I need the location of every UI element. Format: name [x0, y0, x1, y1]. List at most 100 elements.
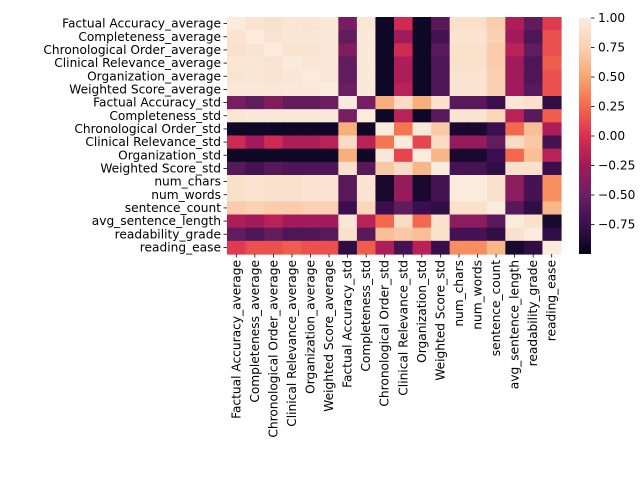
heatmap-cell	[505, 69, 525, 84]
heatmap-cell	[505, 227, 525, 242]
heatmap-cell	[319, 188, 339, 202]
heatmap-cell	[412, 201, 432, 216]
heatmap-cell	[542, 135, 562, 150]
column-label: Organization_average	[304, 260, 318, 394]
heatmap-cell	[245, 135, 265, 150]
axis-ticks	[223, 23, 553, 258]
heatmap-cell	[486, 96, 506, 110]
heatmap-cell	[338, 69, 358, 84]
heatmap-cell	[412, 161, 432, 176]
heatmap-cell	[264, 227, 284, 242]
heatmap-cell	[301, 240, 321, 255]
colorbar-tick-label: 0.50	[598, 70, 625, 84]
heatmap-cell	[449, 69, 469, 84]
heatmap-cell	[319, 214, 339, 229]
heatmap-cell	[449, 43, 469, 58]
heatmap-cell	[356, 148, 377, 163]
row-label: Organization_average	[87, 69, 221, 83]
column-label: Weighted Score_average	[322, 260, 336, 412]
heatmap-cell	[449, 30, 469, 44]
heatmap-cell	[356, 175, 377, 189]
heatmap-cell	[505, 201, 525, 216]
heatmap-cell	[394, 96, 414, 110]
heatmap-cell	[523, 17, 544, 31]
heatmap-cell	[245, 161, 265, 176]
heatmap-cell	[431, 56, 451, 71]
heatmap-cell	[523, 96, 544, 110]
colorbar-tick-label: 0.25	[598, 100, 625, 114]
column-label: reading_ease	[545, 260, 559, 341]
heatmap-cell	[227, 122, 247, 137]
row-label: Clinical Relevance_average	[54, 56, 221, 70]
heatmap-cell	[523, 201, 544, 216]
heatmap-cell	[523, 175, 544, 189]
heatmap-cell	[412, 17, 432, 31]
heatmap-cell	[375, 201, 395, 216]
heatmap-cell	[468, 109, 488, 123]
heatmap-cell	[301, 96, 321, 110]
heatmap-cell	[264, 30, 284, 44]
heatmap-cell	[338, 214, 358, 229]
heatmap-cell	[431, 109, 451, 123]
heatmap-cell	[523, 214, 544, 229]
heatmap-cell	[282, 227, 302, 242]
heatmap-cell	[301, 214, 321, 229]
heatmap-cell	[468, 135, 488, 150]
heatmap-cell	[282, 82, 302, 97]
heatmap-cell	[412, 214, 432, 229]
heatmap-cell	[356, 122, 377, 137]
heatmap-cell	[338, 56, 358, 71]
heatmap-cell	[449, 188, 469, 202]
heatmap-cell	[468, 43, 488, 58]
heatmap-cell	[245, 30, 265, 44]
heatmap-cell	[394, 56, 414, 71]
heatmap-cell	[468, 148, 488, 163]
heatmap-cell	[431, 69, 451, 84]
heatmap-cell	[264, 82, 284, 97]
heatmap-cell	[394, 109, 414, 123]
heatmap-cell	[449, 201, 469, 216]
heatmap-cell	[301, 82, 321, 97]
heatmap-cell	[356, 135, 377, 150]
heatmap-cell	[505, 135, 525, 150]
heatmap-cell	[375, 188, 395, 202]
heatmap-cell	[486, 161, 506, 176]
heatmap-cell	[227, 82, 247, 97]
heatmap-cell	[449, 135, 469, 150]
heatmap-cell	[486, 240, 506, 255]
heatmap-cell	[375, 240, 395, 255]
heatmap-cell	[264, 135, 284, 150]
heatmap-cell	[227, 175, 247, 189]
row-label: Chronological Order_std	[74, 122, 221, 136]
heatmap-cell	[264, 56, 284, 71]
heatmap-cell	[227, 17, 247, 31]
heatmap-cell	[356, 43, 377, 58]
heatmap-cell	[468, 30, 488, 44]
heatmap-cell	[227, 188, 247, 202]
heatmap-cell	[449, 109, 469, 123]
heatmap-cell	[282, 56, 302, 71]
heatmap-cell	[449, 214, 469, 229]
heatmap-cell	[431, 240, 451, 255]
heatmap-cell	[338, 227, 358, 242]
heatmap-cell	[282, 17, 302, 31]
heatmap-cell	[468, 201, 488, 216]
heatmap-cell	[245, 122, 265, 137]
heatmap-cell	[468, 122, 488, 137]
heatmap-cell	[431, 17, 451, 31]
heatmap-cell	[431, 214, 451, 229]
heatmap-cell	[523, 148, 544, 163]
heatmap-cell	[394, 201, 414, 216]
heatmap-cell	[319, 175, 339, 189]
column-label: num_words	[471, 260, 485, 330]
heatmap-cell	[542, 122, 562, 137]
column-label: Organization_std	[415, 260, 429, 363]
heatmap-cell	[356, 69, 377, 84]
heatmap-cell	[449, 56, 469, 71]
heatmap-cell	[468, 161, 488, 176]
heatmap-cell	[282, 175, 302, 189]
heatmap-cell	[356, 188, 377, 202]
heatmap-cell	[282, 148, 302, 163]
heatmap-cell	[227, 148, 247, 163]
heatmap-cell	[245, 109, 265, 123]
